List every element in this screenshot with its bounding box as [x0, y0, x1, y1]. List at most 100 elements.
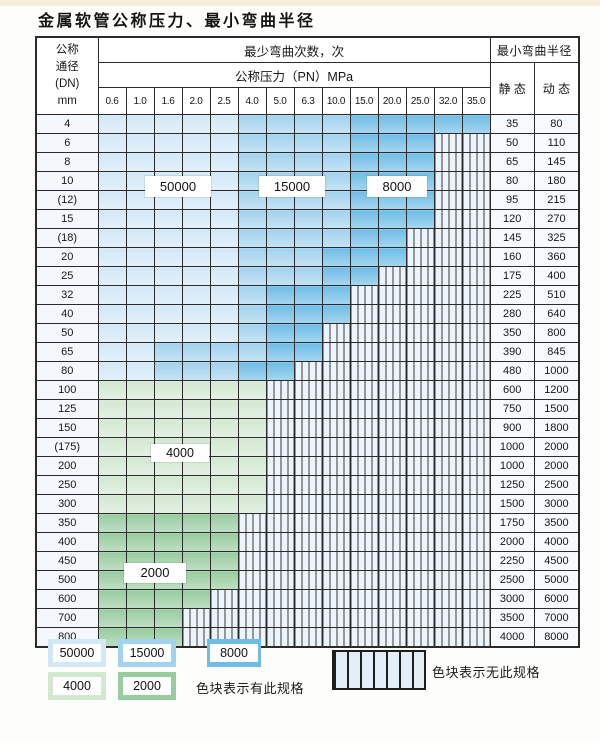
spec-cell-8000 — [405, 114, 435, 134]
spec-cell-50000 — [209, 285, 239, 305]
pressure-header: 公称压力（PN）MPa — [97, 62, 491, 88]
bend-cycles-header: 最少弯曲次数，次 — [97, 36, 491, 63]
dynamic-radius-cell: 3000 — [533, 494, 580, 514]
spec-cell-50000 — [181, 247, 211, 267]
spec-cell-4000 — [209, 418, 239, 438]
static-radius-cell: 390 — [489, 342, 535, 362]
spec-cell-50000 — [153, 228, 183, 248]
dynamic-radius-cell: 215 — [533, 190, 580, 210]
pressure-col-header: 20.0 — [377, 87, 407, 115]
pressure-col-header: 2.0 — [181, 87, 211, 115]
no-spec-cell — [321, 532, 351, 552]
spec-cell-4000 — [153, 399, 183, 419]
table-row: 125 750 1500 — [35, 399, 580, 419]
region-label-4000: 4000 — [151, 444, 209, 462]
no-spec-cell — [433, 437, 463, 457]
spec-cell-50000 — [125, 247, 155, 267]
no-spec-cell — [265, 494, 295, 514]
static-radius-cell: 1000 — [489, 456, 535, 476]
static-radius-cell: 50 — [489, 133, 535, 153]
spec-cell-15000 — [237, 342, 267, 362]
no-spec-cell — [461, 209, 491, 229]
spec-cell-2000 — [181, 589, 211, 609]
static-radius-cell: 1000 — [489, 437, 535, 457]
table-row: 6 50 110 — [35, 133, 580, 153]
no-spec-cell — [321, 342, 351, 362]
spec-cell-8000 — [377, 228, 407, 248]
no-spec-cell — [349, 532, 379, 552]
spec-cell-15000 — [237, 266, 267, 286]
spec-cell-50000 — [97, 133, 127, 153]
table-row: (175) 1000 2000 — [35, 437, 580, 457]
static-radius-cell: 2250 — [489, 551, 535, 571]
spec-cell-50000 — [97, 266, 127, 286]
spec-cell-8000 — [377, 114, 407, 134]
no-spec-cell — [461, 380, 491, 400]
spec-cell-2000 — [153, 608, 183, 628]
dn-cell: 65 — [35, 342, 99, 362]
spec-cell-4000 — [125, 418, 155, 438]
no-spec-cell — [377, 456, 407, 476]
no-spec-cell — [237, 589, 267, 609]
spec-cell-50000 — [209, 152, 239, 172]
spec-cell-4000 — [237, 380, 267, 400]
spec-cell-2000 — [97, 570, 127, 590]
static-radius-cell: 1250 — [489, 475, 535, 495]
spec-cell-15000 — [293, 228, 323, 248]
spec-cell-50000 — [153, 285, 183, 305]
no-spec-cell — [433, 475, 463, 495]
spec-cell-2000 — [125, 532, 155, 552]
pressure-col-header: 2.5 — [209, 87, 239, 115]
spec-cell-4000 — [237, 399, 267, 419]
no-spec-cell — [265, 532, 295, 552]
legend-item-50000: 50000 — [48, 639, 106, 667]
no-spec-cell — [461, 532, 491, 552]
no-spec-cell — [405, 608, 435, 628]
spec-cell-50000 — [153, 209, 183, 229]
spec-cell-50000 — [97, 209, 127, 229]
spec-cell-8000 — [349, 114, 379, 134]
spec-cell-15000 — [265, 133, 295, 153]
spec-cell-2000 — [209, 570, 239, 590]
spec-cell-8000 — [405, 152, 435, 172]
no-spec-cell — [461, 361, 491, 381]
no-spec-cell — [461, 513, 491, 533]
no-spec-cell — [433, 171, 463, 191]
spec-cell-4000 — [125, 494, 155, 514]
spec-cell-2000 — [209, 551, 239, 571]
legend-item-2000: 2000 — [118, 672, 176, 700]
spec-cell-4000 — [209, 494, 239, 514]
spec-cell-8000 — [321, 266, 351, 286]
dynamic-radius-cell: 180 — [533, 171, 580, 191]
spec-cell-2000 — [181, 551, 211, 571]
no-spec-cell — [349, 418, 379, 438]
spec-cell-50000 — [97, 228, 127, 248]
spec-cell-50000 — [97, 342, 127, 362]
no-spec-cell — [377, 323, 407, 343]
no-spec-cell — [265, 437, 295, 457]
no-spec-cell — [461, 456, 491, 476]
no-spec-cell — [405, 513, 435, 533]
no-spec-cell — [265, 418, 295, 438]
spec-cell-8000 — [293, 323, 323, 343]
spec-cell-2000 — [125, 608, 155, 628]
dn-cell: 4 — [35, 114, 99, 134]
spec-cell-4000 — [237, 475, 267, 495]
no-spec-cell — [293, 532, 323, 552]
spec-cell-50000 — [125, 342, 155, 362]
no-spec-cell — [461, 608, 491, 628]
spec-cell-4000 — [153, 494, 183, 514]
spec-cell-8000 — [377, 209, 407, 229]
no-spec-cell — [237, 532, 267, 552]
dynamic-radius-cell: 640 — [533, 304, 580, 324]
no-spec-cell — [377, 380, 407, 400]
spec-cell-50000 — [125, 361, 155, 381]
no-spec-cell — [349, 304, 379, 324]
spec-cell-15000 — [265, 114, 295, 134]
pressure-col-header: 35.0 — [461, 87, 491, 115]
legend-item-label: 4000 — [53, 677, 101, 695]
dn-cell: 20 — [35, 247, 99, 267]
dn-column-header: 公称 通径 (DN) mm — [35, 36, 99, 115]
spec-cell-8000 — [321, 247, 351, 267]
no-spec-cell — [433, 342, 463, 362]
